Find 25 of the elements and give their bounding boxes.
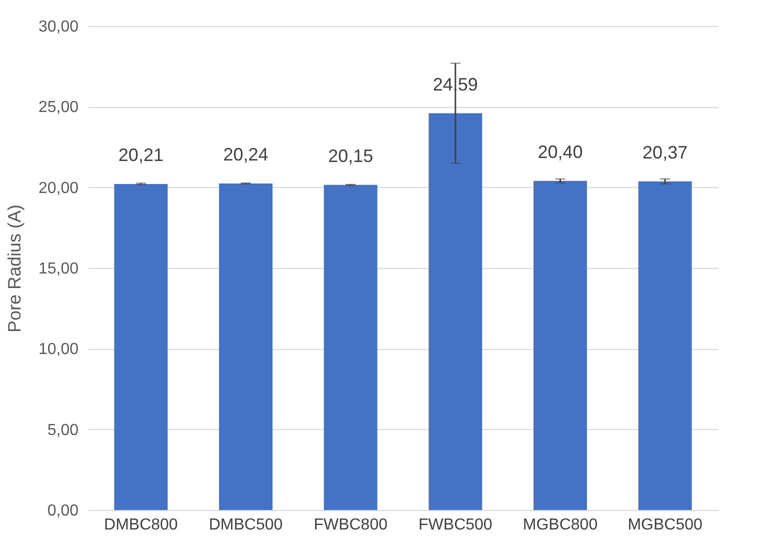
x-tick-label: MGBC800 <box>522 516 598 534</box>
y-tick-label: 0,00 <box>47 502 79 520</box>
bar <box>114 184 168 510</box>
y-tick-label: 30,00 <box>38 18 79 36</box>
data-label: 20,15 <box>328 146 374 166</box>
x-tick-label: FWBC500 <box>418 516 492 534</box>
bar <box>219 183 272 510</box>
bar <box>638 181 692 510</box>
data-label: 20,37 <box>642 142 688 162</box>
y-tick-label: 15,00 <box>38 260 79 278</box>
x-tick-label: DMBC500 <box>208 516 283 534</box>
x-tick-label: MGBC500 <box>628 516 703 534</box>
y-tick-label: 5,00 <box>47 422 79 439</box>
data-label: 20,40 <box>538 142 583 162</box>
x-tick-label: DMBC800 <box>104 516 178 534</box>
data-label: 20,24 <box>223 144 268 164</box>
bar <box>428 113 482 510</box>
bar <box>324 184 378 510</box>
x-tick-label: FWBC800 <box>314 516 388 534</box>
y-tick-label: 20,00 <box>38 180 79 197</box>
bar <box>534 180 587 510</box>
y-axis-title: Pore Radius (A) <box>4 204 24 333</box>
y-tick-label: 25,00 <box>38 99 79 116</box>
y-tick-label: 10,00 <box>38 341 79 358</box>
data-label: 20,21 <box>118 144 164 165</box>
